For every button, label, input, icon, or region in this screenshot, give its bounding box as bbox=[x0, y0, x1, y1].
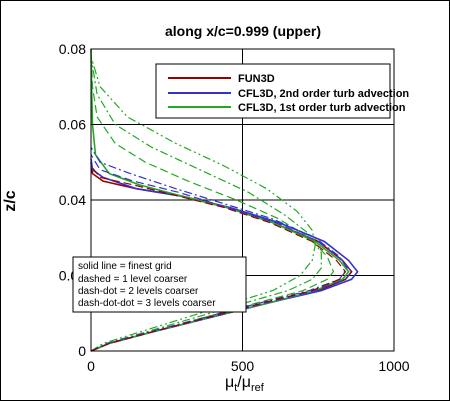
y-tick-label: 0 bbox=[78, 343, 86, 359]
data-series bbox=[90, 48, 359, 352]
legend: FUN3D CFL3D, 2nd order turb advection CF… bbox=[155, 63, 409, 119]
note-line-dash-dot-dot: dash-dot-dot = 3 levels coarser bbox=[78, 298, 216, 309]
note-line-solid: solid line = finest grid bbox=[78, 261, 172, 272]
legend-label-fun3d: FUN3D bbox=[238, 73, 275, 85]
series-line bbox=[90, 154, 353, 352]
y-tick-label: 0.04 bbox=[59, 192, 86, 208]
x-tick-label: 0 bbox=[87, 358, 95, 374]
legend-label-cfl3d-2nd: CFL3D, 2nd order turb advection bbox=[238, 88, 409, 100]
series-line bbox=[90, 146, 348, 352]
y-axis-label: z/c bbox=[2, 190, 19, 211]
legend-box bbox=[155, 63, 391, 119]
y-tick-label: 0.08 bbox=[59, 41, 86, 57]
x-tick-label: 1000 bbox=[378, 358, 409, 374]
y-tick-label: 0.06 bbox=[59, 117, 86, 133]
series-line bbox=[90, 56, 316, 352]
x-axis-label-slash: /μ bbox=[237, 374, 251, 391]
series-line bbox=[90, 48, 335, 352]
x-axis-label-sub-ref: ref bbox=[251, 382, 265, 394]
series-line bbox=[90, 56, 322, 352]
x-tick-label: 500 bbox=[231, 358, 255, 374]
legend-label-cfl3d-1st: CFL3D, 1st order turb advection bbox=[238, 102, 406, 114]
x-axis-label-mu: μ bbox=[225, 374, 234, 391]
x-axis-label-sub-t: t bbox=[234, 382, 237, 394]
note-line-dash-dot: dash-dot = 2 levels coarser bbox=[78, 286, 199, 297]
series-line bbox=[90, 158, 359, 352]
note-box: solid line = finest grid dashed = 1 leve… bbox=[72, 256, 247, 313]
chart-title: along x/c=0.999 (upper) bbox=[165, 23, 321, 39]
note-box-frame bbox=[72, 256, 247, 313]
x-axis-label: μt/μref bbox=[225, 374, 265, 394]
note-line-dashed: dashed = 1 level coarser bbox=[78, 274, 188, 285]
